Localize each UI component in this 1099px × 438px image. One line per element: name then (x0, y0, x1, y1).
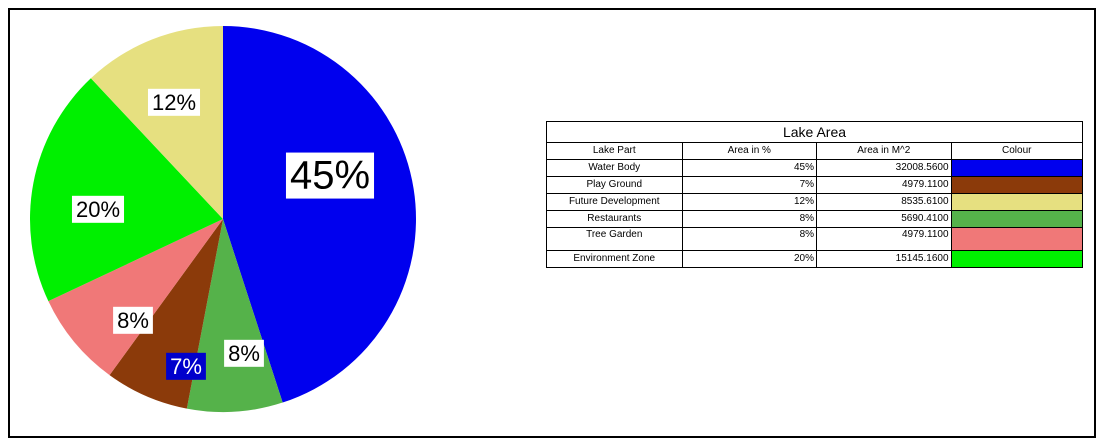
pie-slice-water-body (223, 26, 416, 403)
table-row: Play Ground 7% 4979.1100 (546, 176, 1084, 194)
cell-area-pct: 12% (681, 193, 818, 211)
lake-area-table: Lake Area Lake Part Area in % Area in M^… (546, 121, 1084, 268)
cell-area-pct: 8% (681, 227, 818, 251)
cell-colour (950, 193, 1084, 211)
cell-lake-part: Play Ground (546, 176, 683, 194)
table-row: Water Body 45% 32008.5600 (546, 159, 1084, 177)
col-header-area-m2: Area in M^2 (816, 142, 952, 160)
table-header-row: Lake Part Area in % Area in M^2 Colour (546, 142, 1084, 160)
col-header-area-pct: Area in % (681, 142, 818, 160)
pie-slice-future-development (90, 26, 223, 219)
cell-area-m2: 32008.5600 (816, 159, 952, 177)
pie-label-background (71, 195, 125, 223)
cell-area-m2: 5690.4100 (816, 210, 952, 228)
pie-label-background (166, 352, 206, 380)
cell-area-pct: 8% (681, 210, 818, 228)
col-header-colour: Colour (950, 142, 1084, 160)
pie-label-future-development: 12% (152, 90, 196, 115)
cell-colour (950, 227, 1084, 251)
colour-swatch (951, 160, 1082, 176)
pie-label-background (224, 339, 264, 367)
cell-area-m2: 8535.6100 (816, 193, 952, 211)
cell-lake-part: Environment Zone (546, 250, 683, 268)
colour-swatch (951, 211, 1082, 227)
cell-area-pct: 20% (681, 250, 818, 268)
pie-label-background (113, 306, 153, 334)
pie-label-water-body: 45% (290, 154, 370, 198)
table-row: Tree Garden 8% 4979.1100 (546, 227, 1084, 251)
cell-area-m2: 4979.1100 (816, 227, 952, 251)
cell-colour (950, 159, 1084, 177)
pie-slice-environment-zone (29, 78, 223, 302)
pie-slice-tree-garden (48, 219, 223, 376)
pie-label-background (285, 152, 375, 199)
cell-lake-part: Water Body (546, 159, 683, 177)
pie-label-play-ground: 7% (170, 354, 202, 379)
pie-label-restaurants: 8% (228, 341, 260, 366)
table-title: Lake Area (546, 121, 1083, 143)
pie-label-environment-zone: 20% (76, 197, 120, 222)
cell-colour (950, 250, 1084, 268)
colour-swatch (951, 251, 1082, 267)
col-header-lake-part: Lake Part (546, 142, 683, 160)
pie-label-tree-garden: 8% (117, 308, 149, 333)
colour-swatch (951, 177, 1082, 193)
cell-colour (950, 176, 1084, 194)
cell-colour (950, 210, 1084, 228)
colour-swatch (951, 194, 1082, 210)
cell-area-pct: 45% (681, 159, 818, 177)
table-row: Future Development 12% 8535.6100 (546, 193, 1084, 211)
cell-lake-part: Tree Garden (546, 227, 683, 251)
cell-area-m2: 15145.1600 (816, 250, 952, 268)
pie-label-background (147, 88, 201, 116)
cell-area-m2: 4979.1100 (816, 176, 952, 194)
cell-lake-part: Future Development (546, 193, 683, 211)
colour-swatch (951, 228, 1082, 250)
table-row: Environment Zone 20% 15145.1600 (546, 250, 1084, 268)
table-row: Restaurants 8% 5690.4100 (546, 210, 1084, 228)
pie-chart: 45% 8% 7% 8% 20% 12% (29, 26, 416, 412)
cell-lake-part: Restaurants (546, 210, 683, 228)
cell-area-pct: 7% (681, 176, 818, 194)
